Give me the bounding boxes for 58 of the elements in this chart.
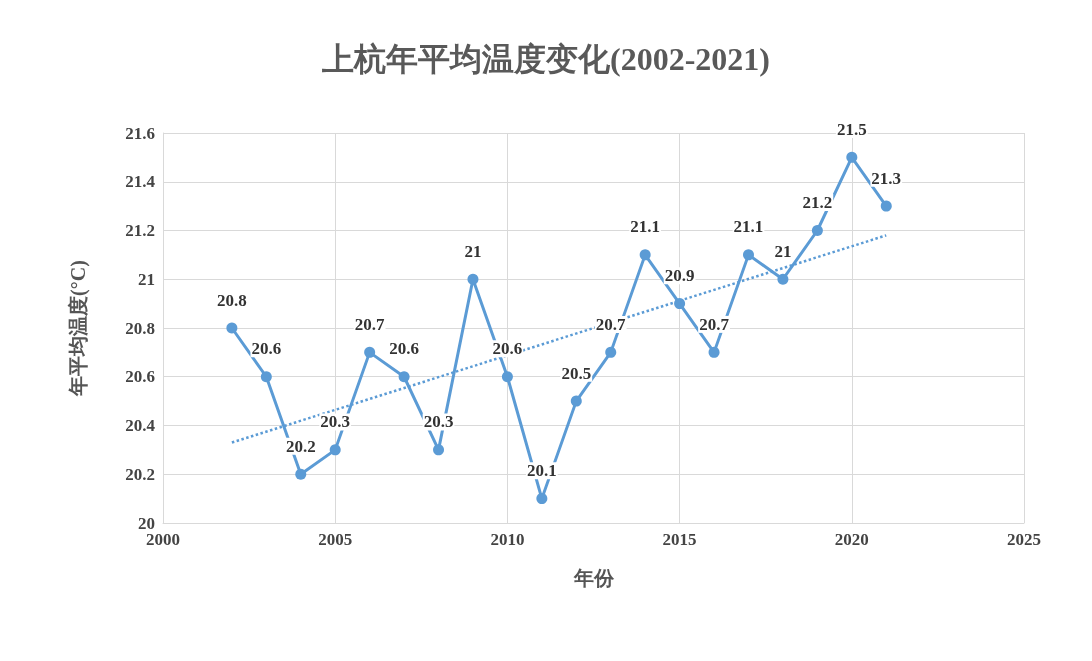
point xyxy=(880,200,892,212)
point xyxy=(811,225,823,236)
x-tick-label: 2020 xyxy=(834,530,869,549)
point xyxy=(846,151,858,163)
point xyxy=(570,395,582,407)
y-tick-label: 21.6 xyxy=(125,123,155,143)
data-label: 20.6 xyxy=(492,339,523,359)
data-label: 20.3 xyxy=(320,412,351,432)
data-label: 20.6 xyxy=(389,339,419,359)
x-tick-label: 2015 xyxy=(662,530,697,549)
y-tick-label: 20.4 xyxy=(125,416,156,435)
data-label: 20.3 xyxy=(423,412,454,432)
point xyxy=(467,273,479,285)
point xyxy=(501,371,513,383)
x-tick-label: 2005 xyxy=(318,530,353,549)
data-label: 21 xyxy=(774,241,792,261)
y-tick-label: 20.2 xyxy=(125,464,155,484)
y-tick-label: 21 xyxy=(138,269,155,289)
y-tick-label: 20.6 xyxy=(125,367,155,387)
data-label: 20.9 xyxy=(664,266,695,286)
y-axis-title: 年平均温度(°C) xyxy=(67,260,90,397)
data-label: 21.1 xyxy=(630,217,661,237)
data-label: 20.1 xyxy=(526,461,557,481)
data-label: 20.2 xyxy=(285,436,316,456)
data-label: 20.7 xyxy=(595,314,627,334)
point xyxy=(295,468,307,480)
data-label: 21.1 xyxy=(733,217,764,237)
point xyxy=(674,298,686,310)
point xyxy=(433,444,445,456)
y-tick-label: 21.2 xyxy=(125,221,155,240)
point xyxy=(708,346,720,358)
point xyxy=(364,346,376,358)
y-tick-label: 20 xyxy=(138,513,155,533)
data-label: 20.7 xyxy=(354,314,386,334)
point xyxy=(260,371,272,383)
data-label: 21 xyxy=(464,241,482,261)
data-label: 20.6 xyxy=(251,339,282,359)
point xyxy=(605,346,617,358)
point xyxy=(398,371,410,383)
x-tick-label: 2025 xyxy=(1007,530,1041,549)
point xyxy=(226,322,238,334)
point xyxy=(742,249,754,261)
point xyxy=(639,249,651,261)
data-label: 21.5 xyxy=(836,119,867,139)
y-tick-label: 20.8 xyxy=(125,318,155,338)
data-label: 20.7 xyxy=(699,314,730,334)
point xyxy=(777,273,789,285)
data-label: 20.5 xyxy=(561,363,592,383)
data-label: 21.2 xyxy=(802,193,833,212)
point xyxy=(536,493,548,505)
x-tick-label: 2000 xyxy=(146,530,180,549)
y-tick-label: 21.4 xyxy=(125,172,156,192)
x-axis-title: 年份 xyxy=(572,567,615,589)
x-tick-label: 2010 xyxy=(490,530,525,549)
data-label: 21.3 xyxy=(871,168,902,188)
chart-title: 上杭年平均温度变化(2002-2021) xyxy=(321,41,770,77)
point xyxy=(329,444,341,456)
data-label: 20.8 xyxy=(217,290,247,310)
